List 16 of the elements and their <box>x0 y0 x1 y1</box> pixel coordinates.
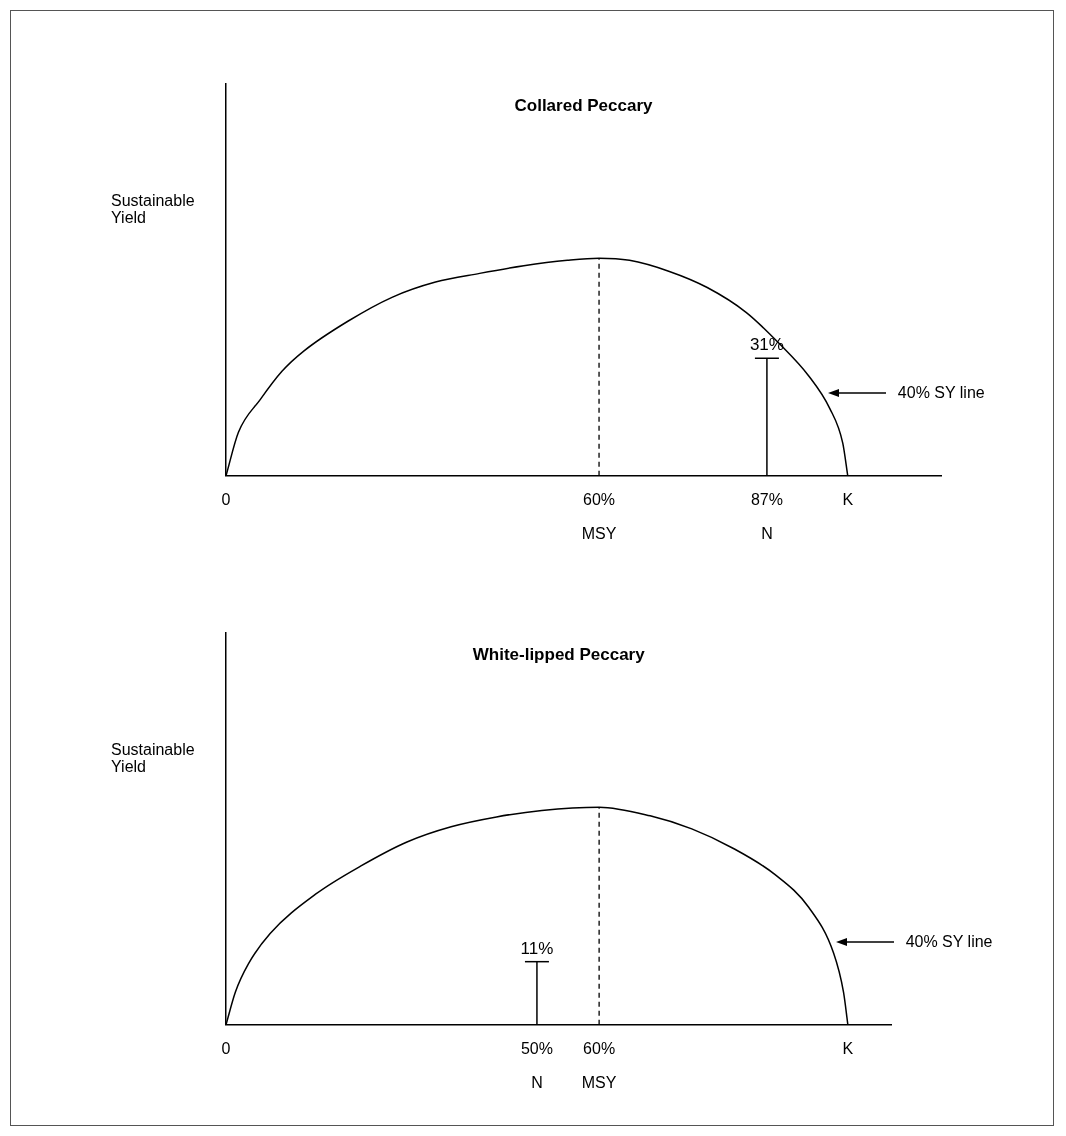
x-tick-label: K <box>842 491 854 509</box>
annotation: 11% <box>520 938 554 958</box>
chart-title: Collared Peccary <box>514 96 654 116</box>
x-tick-label: 87% N <box>750 491 783 542</box>
x-tick-label: K <box>842 1040 854 1058</box>
x-tick-label: 50% N <box>520 1040 553 1091</box>
legend-label: 40% SY line <box>897 384 985 403</box>
x-tick-label: 0 <box>221 491 231 509</box>
y-axis-title: Sustainable Yield <box>111 741 195 776</box>
chart-title: White-lipped Peccary <box>472 645 646 665</box>
legend-label: 40% SY line <box>905 933 993 952</box>
y-axis-title: Sustainable Yield <box>111 192 195 227</box>
x-tick-label: 60% MSY <box>581 491 617 542</box>
x-tick-label: 60% MSY <box>581 1040 617 1091</box>
annotation: 31% <box>749 335 784 355</box>
x-tick-label: 0 <box>221 1040 231 1058</box>
